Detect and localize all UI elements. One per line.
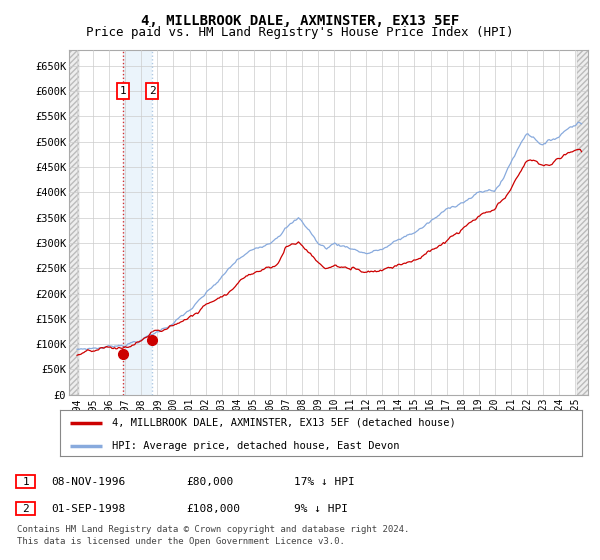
Text: 1: 1 <box>119 86 127 96</box>
Text: Price paid vs. HM Land Registry's House Price Index (HPI): Price paid vs. HM Land Registry's House … <box>86 26 514 39</box>
Text: HPI: Average price, detached house, East Devon: HPI: Average price, detached house, East… <box>112 441 400 451</box>
Text: 1: 1 <box>22 477 29 487</box>
Text: Contains HM Land Registry data © Crown copyright and database right 2024.
This d: Contains HM Land Registry data © Crown c… <box>17 525 409 546</box>
Text: 17% ↓ HPI: 17% ↓ HPI <box>294 477 355 487</box>
Bar <box>577 50 591 395</box>
Text: 01-SEP-1998: 01-SEP-1998 <box>51 504 125 514</box>
Text: 9% ↓ HPI: 9% ↓ HPI <box>294 504 348 514</box>
Bar <box>123 50 152 395</box>
Text: 2: 2 <box>22 504 29 514</box>
Text: £80,000: £80,000 <box>186 477 233 487</box>
Text: 4, MILLBROOK DALE, AXMINSTER, EX13 5EF: 4, MILLBROOK DALE, AXMINSTER, EX13 5EF <box>141 14 459 28</box>
Text: 2: 2 <box>149 86 155 96</box>
Bar <box>69 50 79 395</box>
Text: 4, MILLBROOK DALE, AXMINSTER, EX13 5EF (detached house): 4, MILLBROOK DALE, AXMINSTER, EX13 5EF (… <box>112 418 456 428</box>
Text: 08-NOV-1996: 08-NOV-1996 <box>51 477 125 487</box>
Text: £108,000: £108,000 <box>186 504 240 514</box>
